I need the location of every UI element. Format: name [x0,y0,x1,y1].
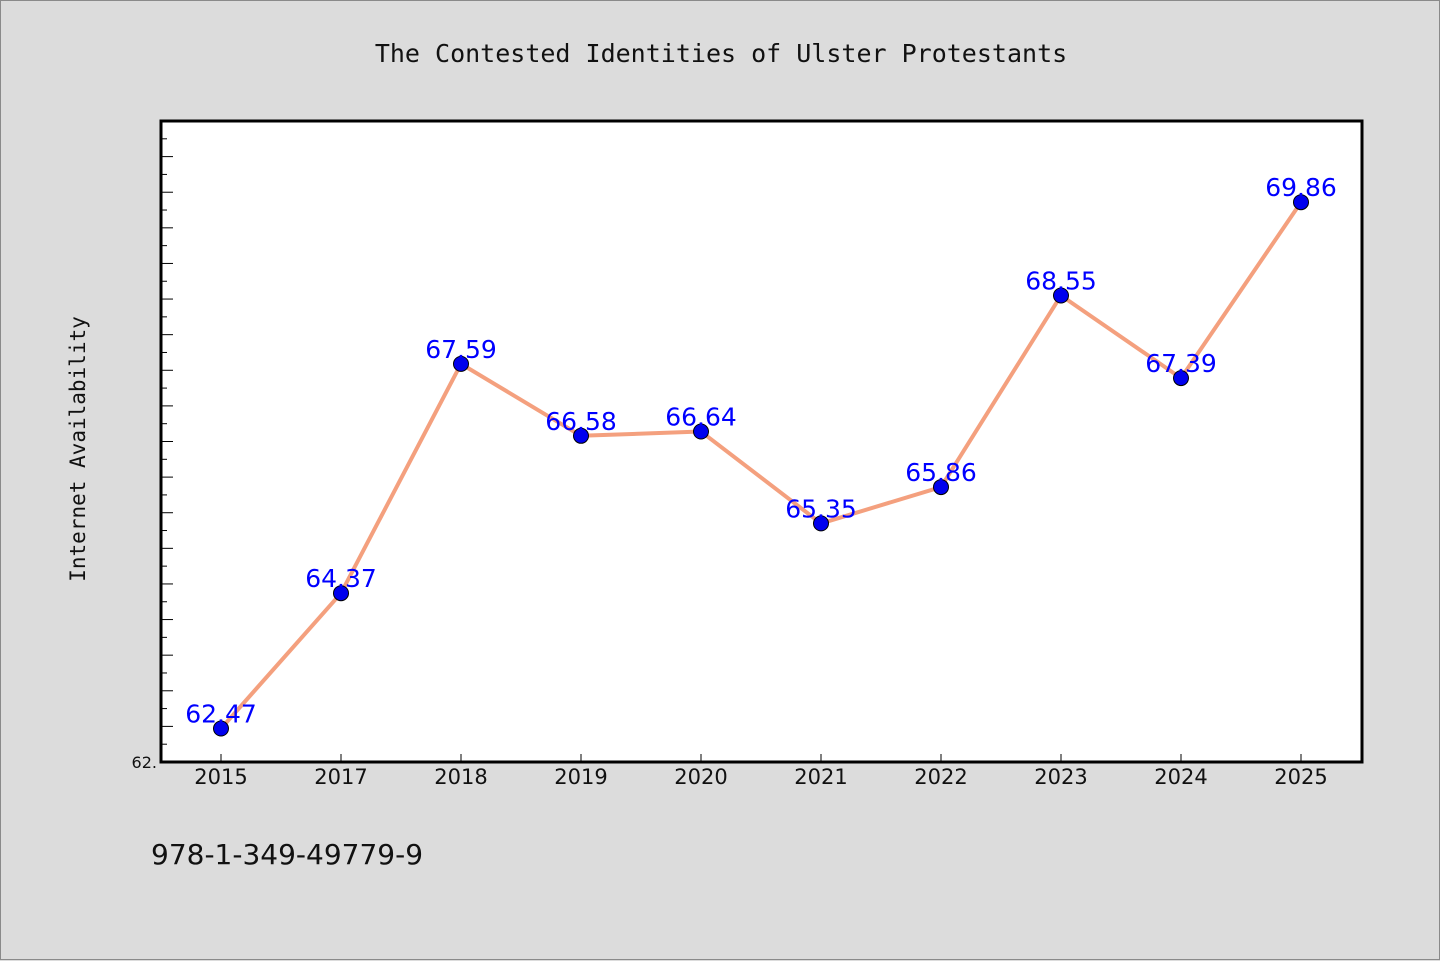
data-point [813,515,829,532]
data-labels-group: 62.47 64.37 67.59 66.58 66.64 65.35 65.86 68.55… [185,173,1337,728]
data-point [693,423,709,440]
y-axis-label: Internet Availability [66,316,90,582]
data-point [1173,370,1189,387]
series-line [219,200,1303,731]
x-axis-labels: 2015 2017 2018 2019 2020 2021 2022 2023 2024 2025 [194,765,1327,789]
data-point [1293,194,1309,211]
x-tick-label: 2019 [554,765,607,789]
data-label: 69.86 [1265,173,1337,202]
x-axis-ticks [220,754,1302,762]
data-label: 66.64 [665,403,737,432]
x-tick-label: 2022 [914,765,967,789]
data-point [453,355,469,372]
data-point [573,427,589,444]
data-label: 67.39 [1145,349,1217,378]
x-tick-label: 2021 [794,765,847,789]
data-label: 64.37 [305,564,377,593]
series-line-group [219,200,1303,731]
isbn-text: 978-1-349-49779-9 [151,838,423,871]
data-label: 68.55 [1025,266,1097,295]
data-point [333,585,349,602]
data-label: 62.47 [185,700,257,729]
plot-area [159,119,1364,764]
data-point [1053,287,1069,304]
markers-group [213,194,1309,737]
x-tick-label: 2018 [434,765,487,789]
x-tick-label: 2024 [1154,765,1207,789]
x-tick-label: 2015 [194,765,247,789]
y-axis-ticks [161,120,173,763]
data-point [213,720,229,737]
x-tick-label: 2023 [1034,765,1087,789]
x-tick-label: 2020 [674,765,727,789]
x-tick-label: 2025 [1274,765,1327,789]
y-tick-label: 62. [132,753,157,772]
data-point [933,479,949,496]
data-label: 67.59 [425,335,497,364]
chart-title: The Contested Identities of Ulster Prote… [375,39,1067,68]
data-label: 65.35 [785,494,857,523]
data-label: 66.58 [545,407,617,436]
data-label: 65.86 [905,458,977,487]
x-tick-label: 2017 [314,765,367,789]
